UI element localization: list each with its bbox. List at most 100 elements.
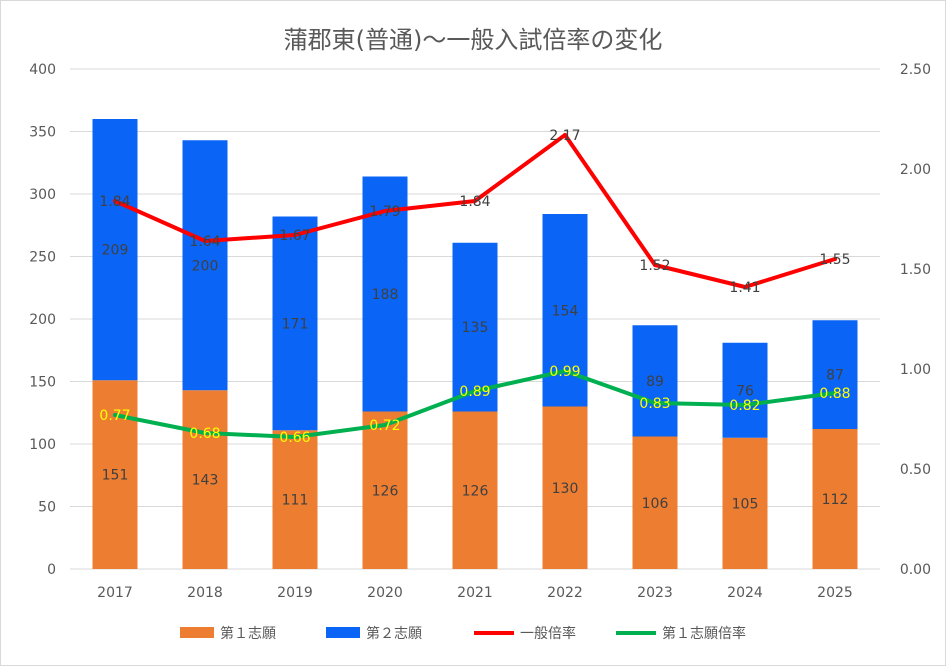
x-tick-label: 2019 <box>277 585 313 601</box>
bar-segment <box>92 380 138 569</box>
legend: 第１志願 第２志願 一般倍率 第１志願倍率 <box>180 625 746 642</box>
bar-value-label: 209 <box>102 243 129 259</box>
bar-value-label: 130 <box>552 481 579 497</box>
x-tick-label: 2020 <box>367 585 403 601</box>
bar-segment <box>812 320 858 429</box>
legend-swatch <box>326 627 360 638</box>
left-tick-label: 150 <box>29 375 56 391</box>
line-value-label: 0.88 <box>819 386 850 402</box>
bar-value-label: 126 <box>372 483 399 499</box>
line-value-label: 1.67 <box>279 228 310 244</box>
bar-segment <box>452 242 498 412</box>
bar-segment <box>542 406 588 569</box>
bar-value-label: 89 <box>646 374 664 390</box>
bar-value-label: 112 <box>822 492 849 508</box>
left-tick-label: 350 <box>29 125 56 141</box>
bar-segment <box>812 429 858 569</box>
x-tick-label: 2021 <box>457 585 493 601</box>
bar-value-label: 135 <box>462 320 489 336</box>
line-value-label: 2.17 <box>549 128 580 144</box>
left-tick-label: 0 <box>47 562 56 578</box>
left-tick-label: 250 <box>29 250 56 266</box>
line-point <box>113 413 117 417</box>
line-point <box>203 431 207 435</box>
bar-value-label: 171 <box>282 316 309 332</box>
line-value-label: 1.84 <box>459 194 490 210</box>
x-tick-label: 2023 <box>637 585 673 601</box>
line-value-label: 1.55 <box>819 252 850 268</box>
x-tick-label: 2018 <box>187 585 223 601</box>
line-point <box>473 199 477 203</box>
bar-value-label: 188 <box>372 287 399 303</box>
line-value-label: 0.77 <box>99 408 130 424</box>
bar-segment <box>182 390 228 569</box>
line-value-label: 1.64 <box>189 234 220 250</box>
bars <box>92 119 858 569</box>
bar-value-label: 200 <box>192 258 219 274</box>
right-tick-label: 2.00 <box>900 162 931 178</box>
left-tick-label: 400 <box>29 62 56 78</box>
bar-value-label: 151 <box>102 468 129 484</box>
line-value-label: 1.79 <box>369 204 400 220</box>
line-point <box>383 423 387 427</box>
line-labels: 1.84 1.64 1.67 1.79 1.84 2.17 1.52 1.41 1.55 0.77… <box>99 128 850 446</box>
bar-segment <box>182 140 228 391</box>
line-point <box>113 199 117 203</box>
line-value-label: 1.41 <box>729 280 760 296</box>
bar-segment <box>632 436 678 569</box>
legend-label: 第１志願 <box>220 625 276 642</box>
bar-segment <box>272 216 318 431</box>
right-tick-label: 1.50 <box>900 262 931 278</box>
line-point <box>473 389 477 393</box>
bar-segment <box>722 437 768 569</box>
line-point <box>653 263 657 267</box>
right-tick-label: 2.50 <box>900 62 931 78</box>
bar-value-label: 106 <box>642 496 669 512</box>
x-tick-label: 2024 <box>727 585 763 601</box>
line-point <box>293 435 297 439</box>
line-value-label: 0.72 <box>369 418 400 434</box>
x-tick-label: 2022 <box>547 585 583 601</box>
bar-value-label: 87 <box>826 368 844 384</box>
line-point <box>743 403 747 407</box>
right-tick-label: 1.00 <box>900 362 931 378</box>
chart-title: 蒲郡東(普通)〜一般入試倍率の変化 <box>284 26 663 54</box>
bar-segment <box>272 430 318 569</box>
x-tick-label: 2017 <box>97 585 133 601</box>
legend-label: 第１志願倍率 <box>662 625 746 642</box>
line-value-label: 0.66 <box>279 430 310 446</box>
x-tick-label: 2025 <box>817 585 853 601</box>
line-value-label: 0.99 <box>549 364 580 380</box>
bar-segment <box>362 411 408 569</box>
legend-label: 一般倍率 <box>520 625 576 642</box>
line-point <box>293 233 297 237</box>
bar-value-label: 111 <box>282 493 309 509</box>
left-tick-label: 100 <box>29 437 56 453</box>
bar-labels: 151 209 143 200 111 171 126 188 126 135 130 154 106 8… <box>102 243 849 513</box>
left-tick-label: 50 <box>38 500 56 516</box>
line-point <box>383 209 387 213</box>
legend-label: 第２志願 <box>366 625 422 642</box>
line-value-label: 0.83 <box>639 396 670 412</box>
bar-value-label: 143 <box>192 473 219 489</box>
right-axis-ticks: 0.00 0.50 1.00 1.50 2.00 2.50 <box>900 62 931 578</box>
left-tick-label: 200 <box>29 312 56 328</box>
line-point <box>653 401 657 405</box>
bar-segment <box>632 325 678 437</box>
line-point <box>833 391 837 395</box>
bar-value-label: 154 <box>552 303 579 319</box>
x-axis-ticks: 2017 2018 2019 2020 2021 2022 2023 2024 2025 <box>97 585 853 601</box>
left-tick-label: 300 <box>29 187 56 203</box>
line-value-label: 0.89 <box>459 384 490 400</box>
left-axis-ticks: 0 50 100 150 200 250 300 350 400 <box>29 62 56 578</box>
line-value-label: 0.82 <box>729 398 760 414</box>
bar-segment <box>92 119 138 381</box>
lines <box>113 133 837 439</box>
bar-value-label: 76 <box>736 383 754 399</box>
line-point <box>563 133 567 137</box>
line-value-label: 0.68 <box>189 426 220 442</box>
line-value-label: 1.84 <box>99 194 130 210</box>
bar-value-label: 126 <box>462 483 489 499</box>
line-point <box>203 239 207 243</box>
